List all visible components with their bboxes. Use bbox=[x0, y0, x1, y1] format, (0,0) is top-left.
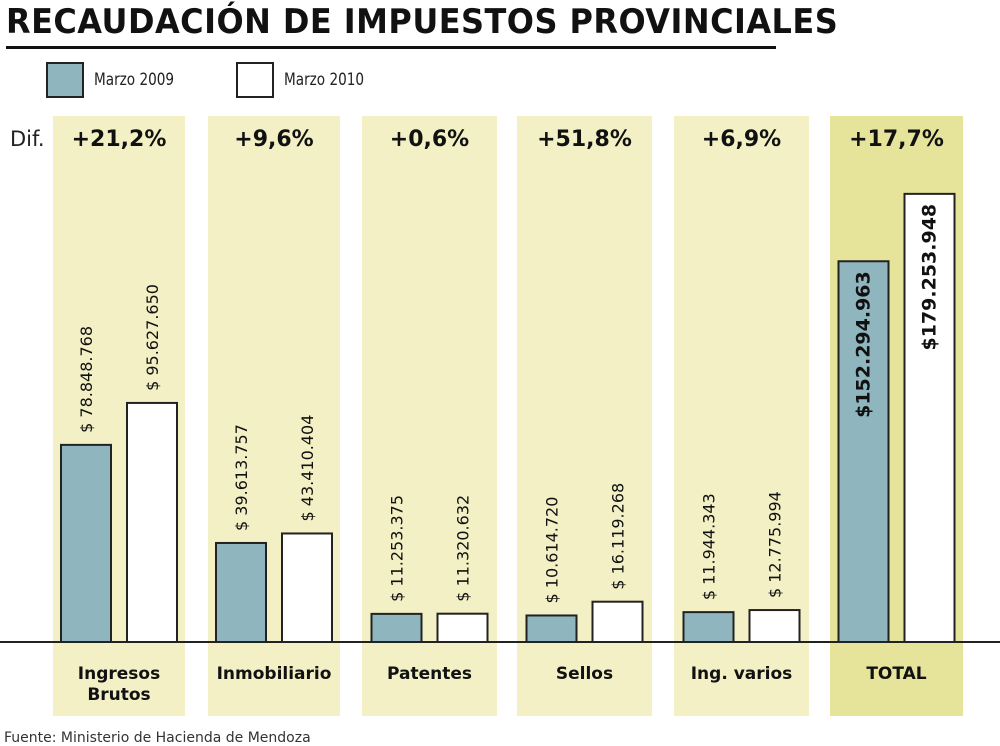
diff-value-sellos: +51,8% bbox=[537, 127, 632, 152]
value-label-ingresos-brutos-2009: $ 78.848.768 bbox=[77, 326, 96, 433]
chart-marks: +21,2% $ 78.848.768 $ 95.627.650 Ingresos Br… bbox=[60, 127, 956, 705]
value-label-ing-varios-2010: $ 12.775.994 bbox=[766, 491, 785, 598]
diff-value-ing-varios: +6,9% bbox=[702, 127, 781, 152]
bar-sellos-2009 bbox=[525, 614, 578, 643]
category-label-patentes: Patentes bbox=[387, 664, 472, 684]
value-label-sellos-2009: $ 10.614.720 bbox=[543, 497, 562, 604]
diff-value-patentes: +0,6% bbox=[390, 127, 469, 152]
legend-item-2010: Marzo 2010 bbox=[236, 62, 384, 98]
legend-swatch-2010 bbox=[236, 62, 274, 98]
category-label-sellos: Sellos bbox=[556, 664, 613, 684]
legend-swatch-2009 bbox=[46, 62, 84, 98]
bar-inmobiliario-2009 bbox=[215, 541, 267, 644]
legend-label-2010: Marzo 2010 bbox=[284, 70, 365, 90]
value-label-total-2010: $179.253.948 bbox=[919, 204, 941, 351]
diff-label: Dif. bbox=[10, 127, 45, 151]
value-label-inmobiliario-2009: $ 39.613.757 bbox=[232, 424, 251, 531]
diff-value-inmobiliario: +9,6% bbox=[234, 127, 313, 152]
category-label-ingresos-brutos: Ingresos Brutos bbox=[78, 664, 160, 705]
bar-patentes-2010 bbox=[436, 612, 489, 644]
diff-value-total: +17,7% bbox=[849, 127, 944, 152]
bar-total-2010 bbox=[903, 192, 956, 643]
bar-ingresos-brutos-2009 bbox=[60, 443, 112, 643]
value-label-patentes-2009: $ 11.253.375 bbox=[388, 495, 407, 602]
bar-inmobiliario-2010 bbox=[281, 532, 333, 644]
category-panels bbox=[53, 116, 963, 716]
bar-ingresos-brutos-2010 bbox=[126, 401, 178, 643]
title-underline bbox=[6, 46, 776, 49]
value-label-patentes-2010: $ 11.320.632 bbox=[454, 495, 473, 602]
chart-title: RECAUDACIÓN DE IMPUESTOS PROVINCIALES bbox=[6, 2, 839, 42]
bar-ing-varios-2009 bbox=[682, 611, 735, 644]
bar-patentes-2009 bbox=[370, 612, 423, 644]
value-label-sellos-2010: $ 16.119.268 bbox=[609, 483, 628, 590]
value-label-ing-varios-2009: $ 11.944.343 bbox=[700, 493, 719, 600]
value-label-ingresos-brutos-2010: $ 95.627.650 bbox=[143, 284, 162, 391]
legend-label-2009: Marzo 2009 bbox=[94, 70, 175, 90]
source-note: Fuente: Ministerio de Hacienda de Mendoz… bbox=[4, 730, 311, 746]
bar-ing-varios-2010 bbox=[748, 609, 801, 643]
category-label-ing-varios: Ing. varios bbox=[691, 664, 793, 684]
diff-value-ingresos-brutos: +21,2% bbox=[72, 127, 167, 152]
legend-item-2009: Marzo 2009 bbox=[46, 62, 194, 98]
value-label-total-2009: $152.294.963 bbox=[853, 271, 875, 418]
bar-total-2009 bbox=[837, 260, 890, 643]
value-label-inmobiliario-2010: $ 43.410.404 bbox=[298, 415, 317, 522]
bar-sellos-2010 bbox=[591, 600, 644, 644]
category-label-inmobiliario: Inmobiliario bbox=[217, 664, 332, 684]
category-label-total: TOTAL bbox=[866, 664, 926, 684]
